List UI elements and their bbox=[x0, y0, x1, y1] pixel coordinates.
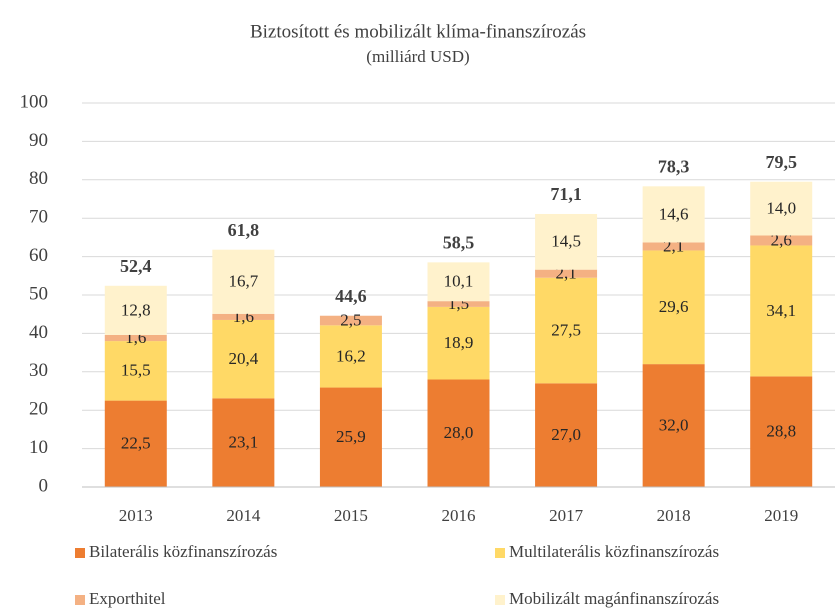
bar-segment bbox=[427, 262, 490, 302]
data-label: 28,0 bbox=[444, 423, 474, 442]
bar-segment bbox=[212, 249, 275, 314]
data-label: 18,9 bbox=[444, 333, 474, 352]
total-label: 52,4 bbox=[120, 256, 152, 276]
legend-swatch bbox=[75, 595, 85, 605]
bar-segment bbox=[319, 315, 382, 326]
bar-segment bbox=[212, 313, 275, 320]
data-label: 2,5 bbox=[340, 310, 361, 329]
y-tick-label: 100 bbox=[20, 91, 49, 112]
bar-segment bbox=[319, 387, 382, 487]
y-tick-label: 20 bbox=[29, 399, 48, 420]
data-label: 29,6 bbox=[659, 297, 689, 316]
y-tick-label: 70 bbox=[29, 207, 48, 228]
bar-segment bbox=[750, 181, 813, 236]
legend-label: Exporthitel bbox=[89, 589, 166, 608]
y-tick-label: 90 bbox=[29, 130, 48, 151]
data-label: 22,5 bbox=[121, 434, 151, 453]
bar-segment bbox=[427, 379, 490, 487]
legend-label: Bilaterális közfinanszírozás bbox=[89, 542, 277, 561]
bar-segment bbox=[750, 245, 813, 377]
x-tick-label: 2019 bbox=[764, 506, 798, 525]
bar-segment bbox=[750, 235, 813, 246]
x-tick-label: 2016 bbox=[442, 506, 476, 525]
total-label: 78,3 bbox=[658, 156, 690, 176]
data-label: 32,0 bbox=[659, 415, 689, 434]
total-label: 61,8 bbox=[228, 220, 260, 240]
data-label: 27,0 bbox=[551, 425, 581, 444]
y-tick-label: 80 bbox=[29, 168, 48, 189]
data-label: 10,1 bbox=[444, 272, 474, 291]
chart-title: Biztosított és mobilizált klíma-finanszí… bbox=[250, 21, 586, 42]
legend-label: Multilaterális közfinanszírozás bbox=[509, 542, 719, 561]
data-label: 14,6 bbox=[659, 204, 689, 223]
y-tick-label: 0 bbox=[39, 475, 49, 496]
bar-segment bbox=[104, 285, 167, 335]
y-tick-label: 50 bbox=[29, 283, 48, 304]
data-label: 28,8 bbox=[766, 422, 796, 441]
bar-segment bbox=[535, 383, 598, 487]
bar-segment bbox=[212, 319, 275, 399]
data-label: 34,1 bbox=[766, 301, 796, 320]
x-tick-label: 2018 bbox=[657, 506, 691, 525]
x-tick-label: 2014 bbox=[226, 506, 261, 525]
legend-label: Mobilizált magánfinanszírozás bbox=[509, 589, 719, 608]
y-tick-label: 60 bbox=[29, 245, 48, 266]
y-tick-label: 40 bbox=[29, 322, 48, 343]
data-label: 20,4 bbox=[228, 349, 258, 368]
chart-subtitle: (milliárd USD) bbox=[366, 47, 469, 66]
legend-swatch bbox=[75, 548, 85, 558]
bar-segment bbox=[104, 341, 167, 401]
data-label: 12,8 bbox=[121, 300, 151, 319]
data-label: 25,9 bbox=[336, 427, 366, 446]
data-label: 27,5 bbox=[551, 320, 581, 339]
data-label: 14,0 bbox=[766, 199, 796, 218]
total-label: 58,5 bbox=[443, 232, 475, 252]
bar-segment bbox=[319, 325, 382, 388]
data-label: 16,7 bbox=[228, 272, 258, 291]
total-label: 44,6 bbox=[335, 286, 367, 306]
bar-segment bbox=[535, 213, 598, 270]
legend-swatch bbox=[495, 595, 505, 605]
legend-swatch bbox=[495, 548, 505, 558]
bar-segment bbox=[642, 250, 705, 365]
bar-segment bbox=[642, 364, 705, 487]
y-tick-label: 10 bbox=[29, 437, 48, 458]
bar-segment bbox=[104, 334, 167, 342]
bar-segment bbox=[535, 277, 598, 384]
data-label: 16,2 bbox=[336, 346, 366, 365]
bar-segment bbox=[535, 269, 598, 278]
y-tick-label: 30 bbox=[29, 360, 48, 381]
data-label: 15,5 bbox=[121, 361, 151, 380]
total-label: 79,5 bbox=[765, 152, 797, 172]
x-tick-label: 2015 bbox=[334, 506, 368, 525]
bar-segment bbox=[427, 301, 490, 307]
bar-segment bbox=[750, 376, 813, 487]
bar-segment bbox=[642, 242, 705, 251]
bar-segment bbox=[642, 186, 705, 243]
bar-segment bbox=[104, 400, 167, 487]
x-tick-label: 2013 bbox=[119, 506, 153, 525]
x-tick-label: 2017 bbox=[549, 506, 584, 525]
data-label: 23,1 bbox=[228, 433, 258, 452]
total-label: 71,1 bbox=[550, 184, 582, 204]
bar-segment bbox=[427, 306, 490, 380]
data-label: 14,5 bbox=[551, 232, 581, 251]
bar-segment bbox=[212, 398, 275, 487]
